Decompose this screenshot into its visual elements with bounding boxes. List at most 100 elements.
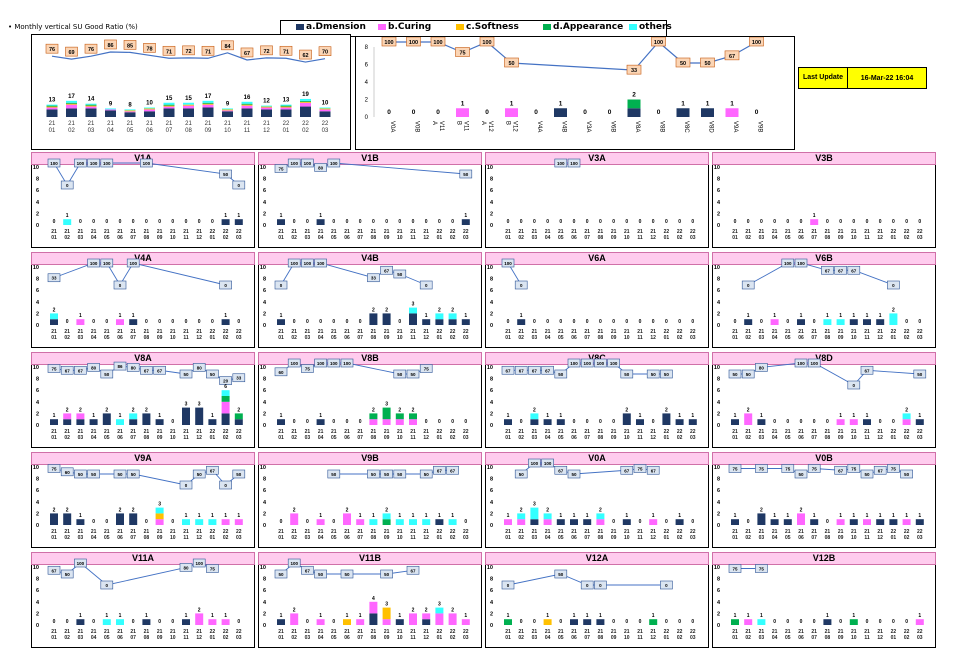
panel-tick-month: 04 xyxy=(772,335,778,341)
overall-bar-segment xyxy=(222,108,233,110)
overall-total-label: 14 xyxy=(88,97,95,103)
panel-total-label: 1 xyxy=(639,413,642,419)
panel-ratio-label: 0 xyxy=(224,483,227,488)
panel-tick-month: 02 xyxy=(677,435,683,441)
good-ratio-label: 76 xyxy=(88,47,94,53)
panel-total-label: 0 xyxy=(800,419,803,425)
bymodel-tick-group: V3A xyxy=(585,121,591,132)
bymodel-ratio-callout xyxy=(479,36,495,47)
panel-tick-month: 06 xyxy=(798,435,804,441)
panel-tick-year: 21 xyxy=(64,629,70,635)
overall-bar-segment xyxy=(105,108,116,110)
overall-bar-segment xyxy=(183,108,194,117)
panel-tick-month: 10 xyxy=(624,635,630,641)
panel-bar-segment xyxy=(744,413,753,425)
overall-bar-segment xyxy=(163,104,175,106)
panel-bar-segment xyxy=(369,419,378,425)
panel-ratio-callout xyxy=(847,380,861,390)
panel-bar-segment xyxy=(76,319,85,325)
panel-tick-year: 22 xyxy=(450,529,456,535)
panel-total-label: 6 xyxy=(224,384,227,390)
panel-total-label: 1 xyxy=(892,513,895,519)
panel-total-label: 0 xyxy=(665,219,668,225)
panel-ratio-label: 50 xyxy=(624,372,630,377)
panel-tick-year: 21 xyxy=(157,629,163,635)
panel-ratio-callout xyxy=(900,469,913,479)
panel-total-label: 0 xyxy=(918,319,921,325)
panel-total-label: 2 xyxy=(66,507,69,513)
panel-ratio-callout xyxy=(219,480,232,490)
panel-ratio-label: 100 xyxy=(570,161,578,166)
panel-tick-year: 22 xyxy=(463,529,469,535)
panel-tick-year: 21 xyxy=(759,329,765,335)
panel-tick-month: 01 xyxy=(732,435,738,441)
panel-tick-year: 21 xyxy=(157,529,163,535)
panel-total-label: 1 xyxy=(918,513,921,519)
panel-tick-year: 22 xyxy=(437,529,443,535)
panel-tick-month: 01 xyxy=(664,635,670,641)
panel-y-tick: 0 xyxy=(490,323,493,329)
panel-tick-year: 21 xyxy=(598,529,604,535)
panel-ratio-callout xyxy=(47,364,61,373)
panel-bar-segment xyxy=(836,419,845,425)
panel-ratio-callout xyxy=(301,565,314,575)
panel-tick-year: 21 xyxy=(772,329,778,335)
panel-tick-month: 07 xyxy=(584,635,590,641)
panel-total-label: 2 xyxy=(451,607,454,613)
panel-tick-year: 21 xyxy=(170,529,176,535)
bymodel-ratio-label: 100 xyxy=(482,40,491,46)
panel-tick-year: 21 xyxy=(371,429,377,435)
panel-tick-year: 21 xyxy=(305,329,311,335)
panel-total-label: 2 xyxy=(599,507,602,513)
overall-bar-segment xyxy=(124,112,136,117)
panel-tick-month: 09 xyxy=(384,235,390,241)
panel-ratio-callout xyxy=(847,464,861,473)
panel-total-label: 2 xyxy=(53,507,56,513)
panel-ratio-label: 50 xyxy=(864,472,870,477)
current-by-model-chart: 8 6 4 2 0 100 100 100 75 100 50 33 100 50 50 67 100 0 V0A 0… xyxy=(355,36,795,150)
panel-tick-month: 11 xyxy=(183,335,189,341)
panel-y-tick: 2 xyxy=(717,311,720,317)
panel-tick-month: 01 xyxy=(664,535,670,541)
panel-y-tick: 10 xyxy=(33,265,39,271)
overall-total-label: 13 xyxy=(49,98,56,104)
panel-tick-month: 06 xyxy=(798,535,804,541)
page-title-text: Monthly vertical SU Good Ratio (%) xyxy=(14,23,138,31)
panel-tick-month: 10 xyxy=(170,435,176,441)
panel-total-label: 0 xyxy=(665,519,668,525)
panel-ratio-label: 100 xyxy=(103,261,111,266)
panel-tick-month: 05 xyxy=(785,435,791,441)
panel-tick-year: 21 xyxy=(64,429,70,435)
panel-ratio-label: 67 xyxy=(384,268,390,273)
panel-bar-segment xyxy=(461,619,470,625)
panel-tick-year: 21 xyxy=(91,329,97,335)
panel-total-label: 1 xyxy=(280,213,283,219)
panel-ratio-label: 50 xyxy=(318,572,324,577)
panel-ratio-callout xyxy=(206,465,219,475)
panel-tick-month: 09 xyxy=(838,435,844,441)
panel-ratio-callout xyxy=(219,169,232,179)
panel-ratio-label: 50 xyxy=(78,472,84,477)
panel-ratio-label: 67 xyxy=(651,468,657,473)
overall-tick-label-month: 03 xyxy=(322,128,329,134)
panel-bar-segment xyxy=(182,519,190,525)
overall-bar-segment xyxy=(144,109,155,112)
panel-ratio-callout xyxy=(301,158,314,168)
panel-tick-month: 07 xyxy=(811,635,817,641)
panel-ratio-callout xyxy=(554,465,568,475)
panel-ratio-callout xyxy=(47,565,61,575)
panel-total-label: 1 xyxy=(237,513,240,519)
panel-tick-month: 02 xyxy=(291,235,297,241)
panel-ratio-callout xyxy=(807,358,821,368)
panel-tick-month: 11 xyxy=(864,535,870,541)
panel-tick-year: 22 xyxy=(223,429,229,435)
overall-total-label: 15 xyxy=(185,96,192,102)
panel-bar-segment xyxy=(757,419,766,425)
panel-bar-segment xyxy=(195,407,204,425)
panel-ratio-callout xyxy=(340,569,354,579)
panel-total-label: 1 xyxy=(691,413,694,419)
panel-bar-segment xyxy=(583,519,592,525)
panel-ratio-callout xyxy=(660,369,673,379)
panel-total-label: 1 xyxy=(813,213,816,219)
bymodel-total-label: 0 xyxy=(387,109,391,116)
